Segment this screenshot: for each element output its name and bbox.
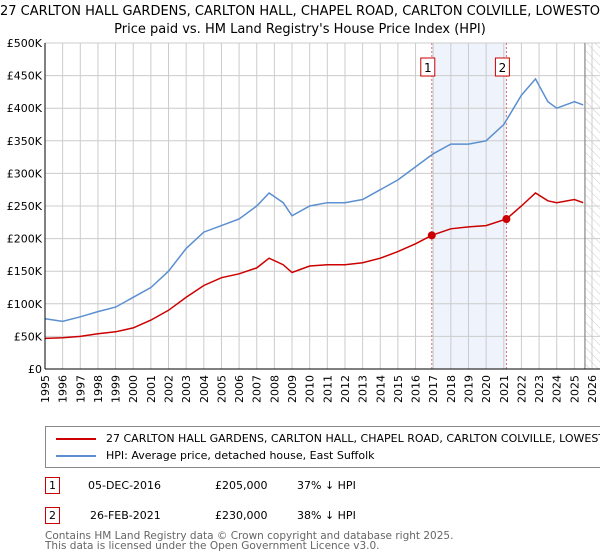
- x-tick-label: 2003: [180, 375, 193, 403]
- transaction-price: £230,000: [215, 509, 268, 522]
- sale-marker-box: [494, 57, 510, 77]
- transaction-price: £205,000: [215, 479, 268, 492]
- footer-line-2: This data is licensed under the Open Gov…: [45, 540, 380, 552]
- transaction-badge: 1: [45, 477, 60, 494]
- legend-blue-line: [56, 454, 96, 457]
- x-tick-label: 2023: [533, 375, 546, 403]
- y-tick-label: £450K: [7, 70, 43, 83]
- sale-marker-box: [420, 57, 436, 77]
- x-tick-label: 2025: [568, 375, 581, 403]
- y-tick-label: £0: [28, 363, 42, 376]
- sale-marker-label: 2: [499, 61, 507, 75]
- y-tick-label: £250K: [7, 200, 43, 213]
- legend-label-hpi: HPI: Average price, detached house, East…: [106, 449, 375, 462]
- footer: Contains HM Land Registry data © Crown c…: [45, 530, 454, 552]
- x-tick-label: 1996: [57, 375, 70, 403]
- y-tick-label: £300K: [7, 167, 43, 180]
- x-tick-label: 2021: [498, 375, 511, 403]
- transaction-date: 05-DEC-2016: [88, 479, 162, 492]
- x-tick-label: 1997: [74, 375, 87, 403]
- y-tick-label: £100K: [7, 298, 43, 311]
- x-tick-label: 2013: [357, 375, 370, 403]
- y-tick-label: £400K: [7, 102, 43, 115]
- x-tick-label: 2011: [321, 375, 334, 403]
- x-tick-label: 2012: [339, 375, 352, 403]
- sale-marker-label: 1: [424, 61, 432, 75]
- x-tick-label: 2019: [462, 375, 475, 403]
- y-tick-label: £500K: [7, 37, 43, 50]
- transaction-badge: 2: [45, 507, 60, 524]
- x-tick-label: 2020: [480, 375, 493, 403]
- x-tick-label: 2022: [515, 375, 528, 403]
- x-tick-label: 1998: [92, 375, 105, 403]
- hpi-line: [44, 77, 584, 323]
- legend: 27 CARLTON HALL GARDENS, CARLTON HALL, C…: [45, 426, 600, 468]
- x-tick-label: 1995: [39, 375, 52, 403]
- transaction-hpi: 37% ↓ HPI: [297, 479, 356, 492]
- x-tick-label: 2018: [445, 375, 458, 403]
- x-tick-label: 2016: [410, 375, 423, 403]
- transaction-hpi: 38% ↓ HPI: [297, 509, 356, 522]
- x-tick-label: 2024: [551, 375, 564, 403]
- x-tick-label: 2009: [286, 375, 299, 403]
- x-tick-label: 2008: [268, 375, 281, 403]
- transaction-date: 26-FEB-2021: [90, 509, 161, 522]
- legend-red-line: [56, 437, 96, 440]
- sale-point: [502, 215, 511, 224]
- y-tick-label: £50K: [14, 330, 43, 343]
- property-price-line: [44, 192, 584, 340]
- x-tick-label: 2014: [374, 375, 387, 403]
- x-tick-label: 2015: [392, 375, 405, 403]
- plot-area: 1995 1996 1997 1998 1999 2000 2001 2002 2003 2004…: [7, 37, 600, 403]
- x-tick-label: 2002: [163, 375, 176, 403]
- x-tick-label: 2005: [215, 375, 228, 403]
- sale-point: [427, 231, 436, 240]
- y-tick-label: £150K: [7, 265, 43, 278]
- y-tick-label: £200K: [7, 233, 43, 246]
- x-tick-label: 1999: [110, 375, 123, 403]
- chart-subtitle: Price paid vs. HM Land Registry's House …: [114, 22, 486, 37]
- x-tick-label: 2017: [427, 375, 440, 403]
- x-tick-label: 2006: [233, 375, 246, 403]
- x-tick-label: 2001: [145, 375, 158, 403]
- x-tick-label: 2004: [198, 375, 211, 403]
- legend-label-property: 27 CARLTON HALL GARDENS, CARLTON HALL, C…: [106, 432, 600, 445]
- chart-title: 27 CARLTON HALL GARDENS, CARLTON HALL, C…: [0, 4, 600, 19]
- x-tick-label: 2000: [127, 375, 140, 403]
- x-tick-label: 2010: [304, 375, 317, 403]
- y-tick-label: £350K: [7, 135, 43, 148]
- x-tick-label: 2026: [586, 375, 599, 403]
- footer-line-1: Contains HM Land Registry data © Crown c…: [45, 530, 454, 542]
- x-tick-label: 2007: [251, 375, 264, 403]
